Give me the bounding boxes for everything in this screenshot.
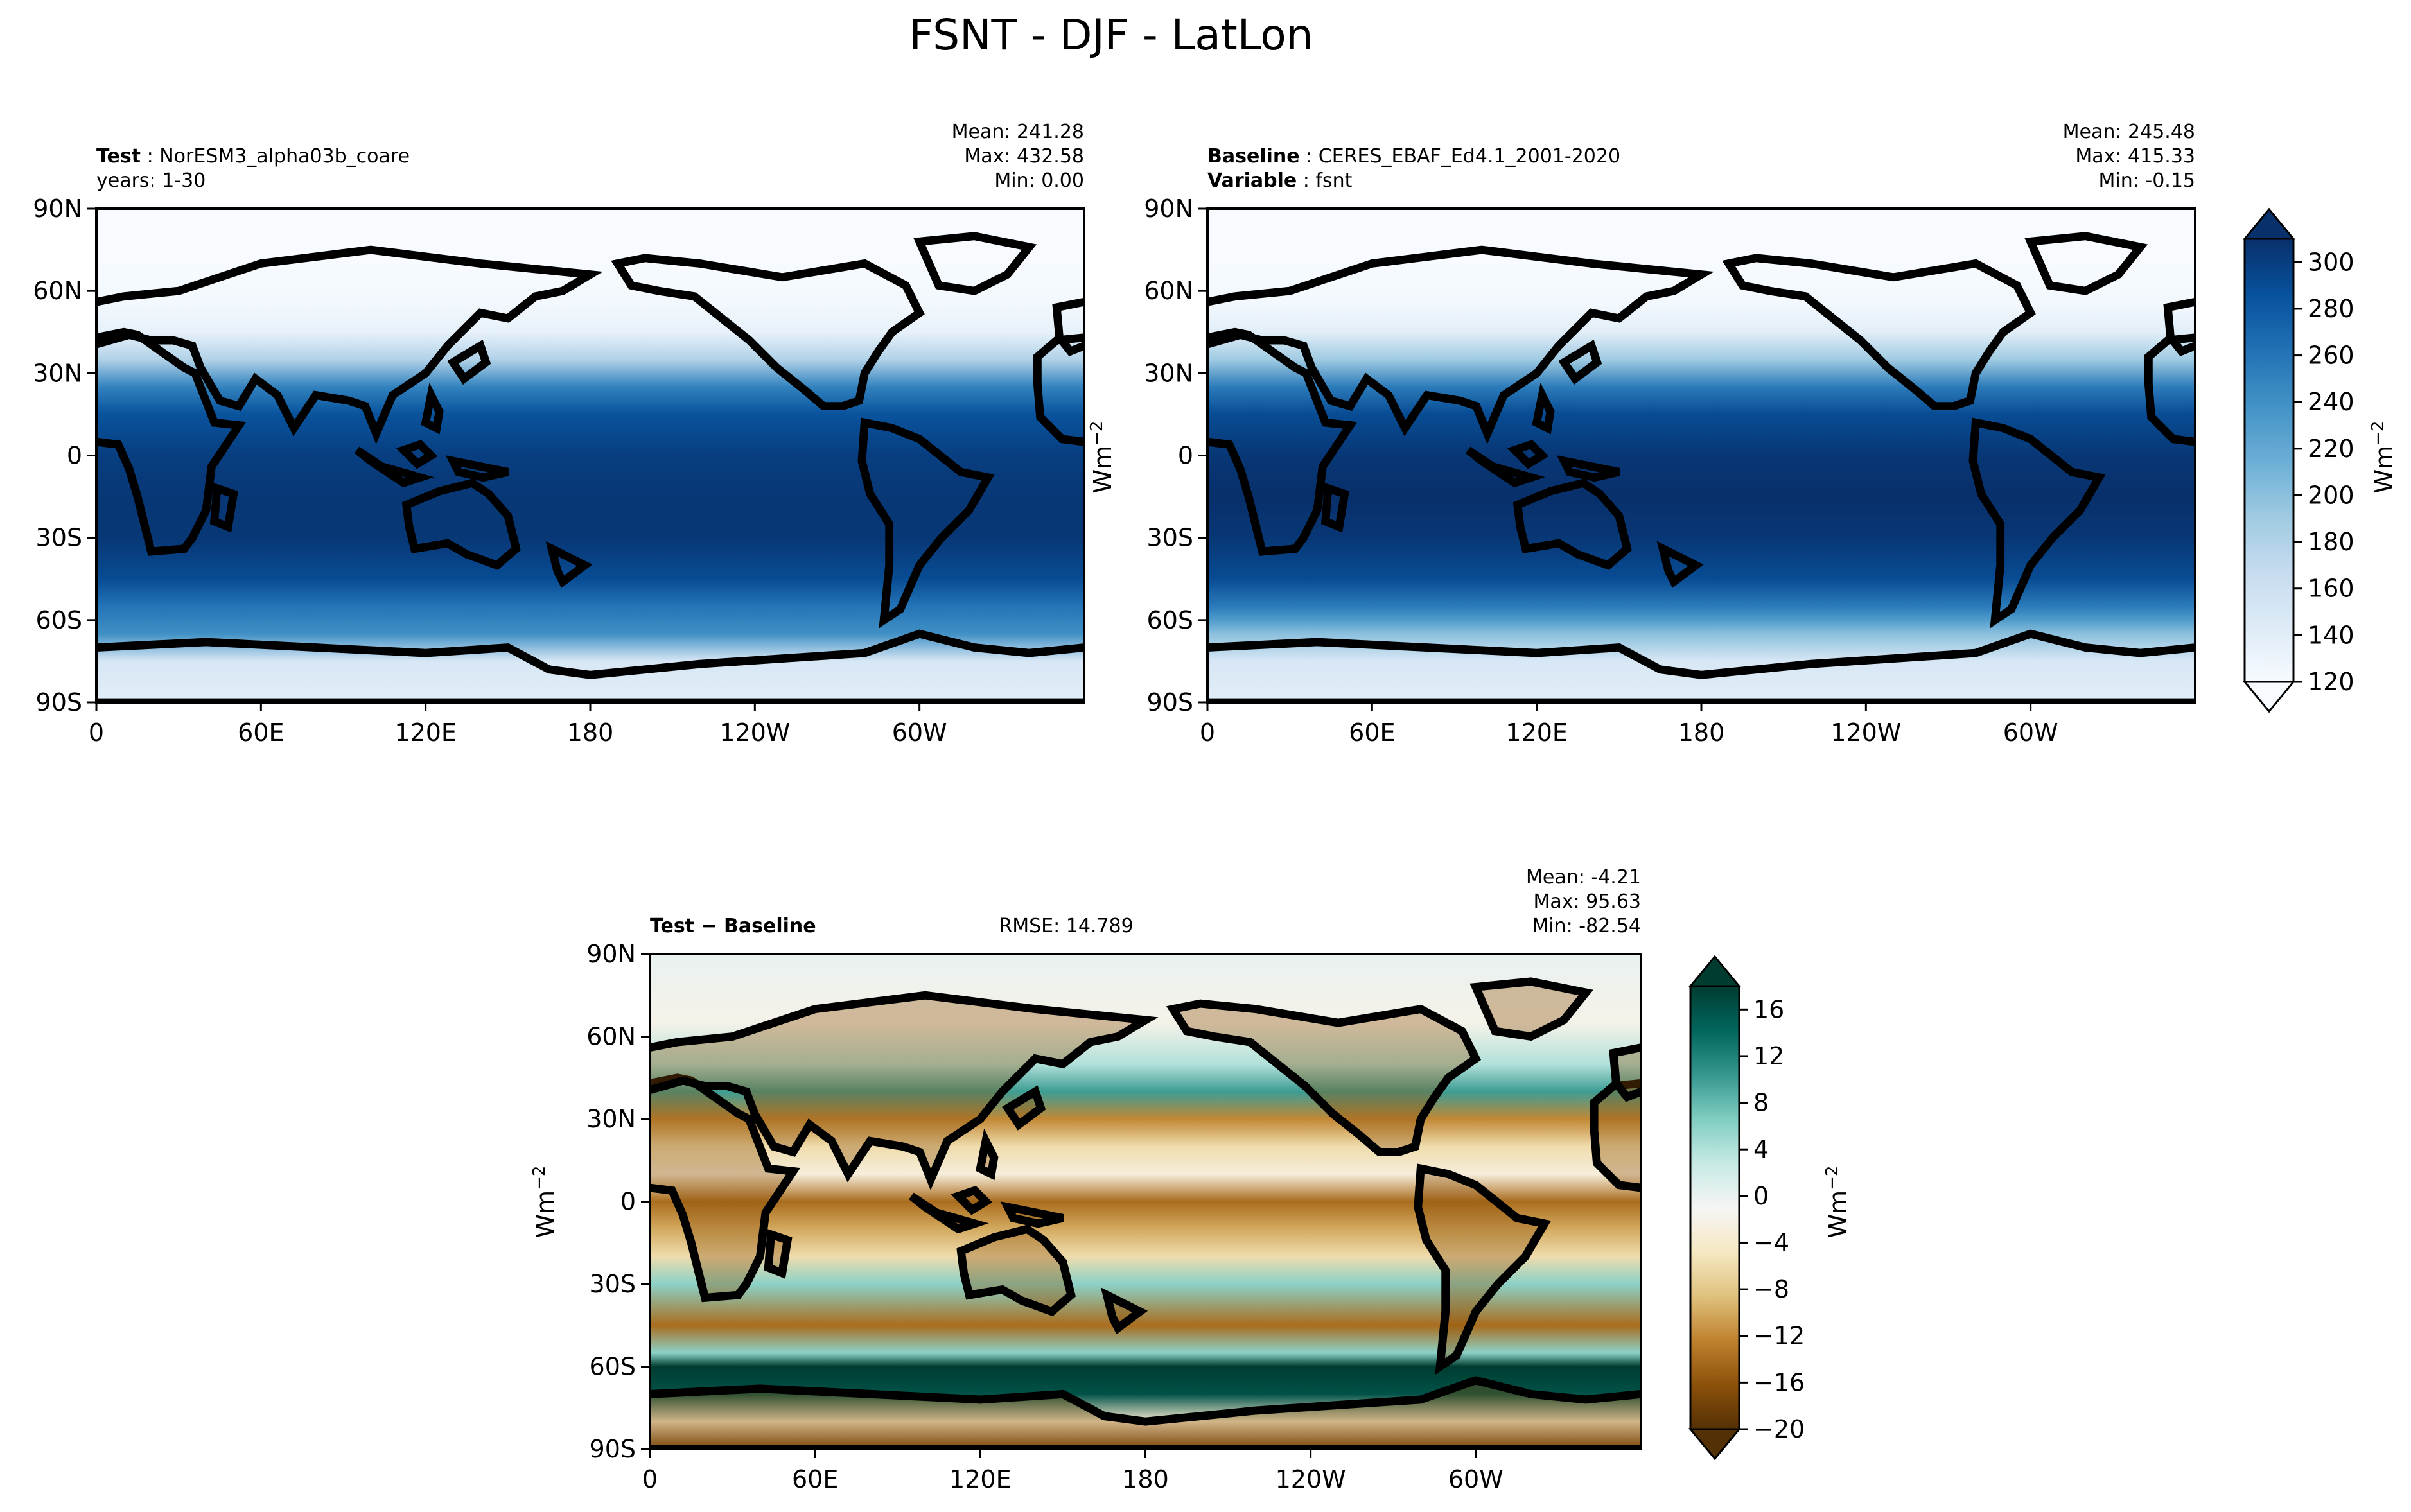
x-tick-label: 120E (394, 718, 457, 747)
y-tick-label: 60N (33, 277, 82, 305)
colorbar-body (1689, 985, 1740, 1430)
y-tick-label: 30S (36, 524, 82, 552)
x-tick-label: 180 (1122, 1465, 1169, 1493)
map-panel-difference: 0 60E 120E 180 120W 60W 90N 60N 30N 0 30S 60S 90S Mea… (586, 866, 1642, 1493)
x-tick-label: 60W (2003, 718, 2058, 747)
y-tick-label: 60N (586, 1023, 636, 1051)
stat-min: Min: -0.15 (2099, 169, 2196, 192)
colorbar-difference: −20 −16 −12 −8 −4 0 4 8 12 16 (1688, 955, 1805, 1461)
stat-max: Max: 415.33 (2075, 145, 2195, 168)
x-tick-label: 120E (949, 1465, 1012, 1493)
colorbar-tick-label: 280 (2308, 295, 2354, 323)
panel-label: Test − Baseline (650, 915, 816, 937)
x-tick-label: 180 (567, 718, 614, 747)
colorbar-tick-label: −16 (1753, 1368, 1805, 1396)
x-tick-label: 120W (1276, 1465, 1346, 1493)
colorbar-tick-label: 16 (1753, 995, 1784, 1023)
colorbar-tick-label: 120 (2308, 668, 2354, 696)
colorbar-tick-label: 160 (2308, 575, 2354, 603)
y-tick-label: 90N (1144, 195, 1193, 223)
y-tick-label: 60S (36, 606, 82, 634)
x-tick-label: 180 (1678, 718, 1725, 747)
colorbar-tick-label: 140 (2308, 621, 2354, 649)
y-tick-label: 60S (590, 1353, 636, 1381)
y-tick-label: 90N (33, 195, 82, 223)
y-tick-label: 0 (67, 442, 82, 470)
x-tick-label: 120E (1505, 718, 1568, 747)
x-tick-label: 0 (1200, 718, 1215, 747)
y-tick-label: 30N (586, 1105, 636, 1133)
panel-variable: Variable : fsnt (1207, 169, 1353, 192)
y-tick-label: 60S (1147, 606, 1193, 634)
x-tick-label: 60E (1349, 718, 1395, 747)
x-tick-label: 60E (238, 718, 284, 747)
units-label-cbar-diff: Wm−2 (1823, 1166, 1852, 1238)
colorbar-tick-label: 200 (2308, 481, 2354, 509)
colorbar-extend-min (2242, 681, 2296, 713)
units-label-top: Wm−2 (1087, 421, 1117, 494)
colorbar-extend-max (2242, 207, 2296, 240)
colorbar-tick-label: 240 (2308, 388, 2354, 416)
stat-max: Max: 432.58 (964, 145, 1084, 168)
map-panel-baseline: 0 60E 120E 180 120W 60W 90N 60N 30N 0 30S 60S 90S Mea… (1144, 121, 2196, 747)
y-tick-label: 60N (1144, 277, 1193, 305)
stat-mean: Mean: 241.28 (952, 121, 1084, 143)
y-tick-label: 30N (33, 359, 82, 387)
units-label-bottom: Wm−2 (530, 1166, 559, 1238)
colorbar-extend-max (1688, 955, 1742, 987)
colorbar-tick-label: −12 (1753, 1322, 1805, 1350)
y-tick-label: 30S (1147, 524, 1193, 552)
colorbar-tick-label: 180 (2308, 528, 2354, 556)
colorbar-tick-label: 4 (1753, 1135, 1769, 1163)
y-tick-label: 90S (36, 688, 82, 717)
stat-min: Min: 0.00 (994, 169, 1084, 192)
stat-mean: Mean: 245.48 (2063, 121, 2195, 143)
stat-mean: Mean: -4.21 (1526, 866, 1641, 889)
map-panel-test: 0 60E 120E 180 120W 60W 90N 60N 30N 0 30S 60S 90S Mea… (33, 121, 1085, 747)
colorbar-body (2243, 238, 2295, 683)
x-tick-label: 120W (719, 718, 790, 747)
x-tick-label: 60W (892, 718, 947, 747)
colorbar-absolute: 120 140 160 180 200 220 240 260 280 300 (2242, 207, 2354, 713)
panel-label: Test : NorESM3_alpha03b_coare (96, 145, 410, 168)
colorbar-tick-label: 300 (2308, 248, 2354, 276)
colorbar-tick-label: 220 (2308, 435, 2354, 463)
y-tick-label: 90N (586, 940, 636, 968)
y-tick-label: 30S (590, 1270, 636, 1298)
colorbar-tick-label: 0 (1753, 1182, 1769, 1210)
x-tick-label: 0 (642, 1465, 658, 1493)
y-tick-label: 0 (620, 1188, 636, 1216)
x-tick-label: 60W (1448, 1465, 1504, 1493)
colorbar-tick-label: −8 (1753, 1275, 1789, 1303)
stat-min: Min: -82.54 (1532, 915, 1641, 937)
colorbar-tick-label: 12 (1753, 1042, 1784, 1070)
panel-years: years: 1-30 (96, 169, 206, 192)
colorbar-tick-label: 8 (1753, 1089, 1769, 1117)
x-tick-label: 120W (1830, 718, 1901, 747)
colorbar-tick-label: −20 (1753, 1415, 1805, 1443)
rmse-label: RMSE: 14.789 (999, 915, 1133, 937)
colorbar-extend-min (1688, 1428, 1742, 1461)
y-tick-label: 0 (1178, 442, 1193, 470)
y-tick-label: 90S (1147, 688, 1193, 717)
y-tick-label: 90S (590, 1435, 636, 1463)
units-label-cbar-abs: Wm−2 (2369, 421, 2398, 494)
figure-title: FSNT - DJF - LatLon (909, 10, 1313, 60)
panel-label: Baseline : CERES_EBAF_Ed4.1_2001-2020 (1207, 145, 1620, 168)
x-tick-label: 60E (792, 1465, 838, 1493)
x-tick-label: 0 (89, 718, 104, 747)
stat-max: Max: 95.63 (1533, 891, 1641, 913)
y-tick-label: 30N (1144, 359, 1193, 387)
colorbar-tick-label: 260 (2308, 342, 2354, 370)
colorbar-tick-label: −4 (1753, 1228, 1789, 1256)
